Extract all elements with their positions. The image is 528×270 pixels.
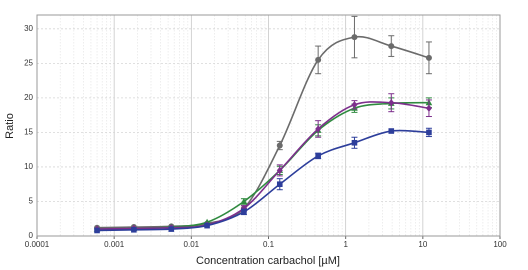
y-tick-label: 0	[29, 231, 34, 240]
point	[276, 166, 283, 174]
point	[276, 142, 283, 149]
plot-frame	[36, 14, 501, 237]
y-axis-label: Ratio	[4, 113, 16, 139]
x-tick-label: 1	[343, 240, 348, 249]
fit-curve	[97, 101, 430, 230]
y-tick-label: 15	[24, 128, 33, 137]
y-tick-label: 25	[24, 58, 33, 67]
y-tick-label: 30	[24, 24, 33, 33]
point	[131, 226, 137, 233]
point	[94, 227, 100, 234]
x-tick-label: 0.001	[104, 240, 125, 249]
point	[351, 139, 358, 146]
x-tick-label: 100	[493, 240, 507, 249]
y-tick-label: 10	[24, 162, 33, 171]
x-tick-label: 0.1	[263, 240, 275, 249]
point	[315, 153, 321, 159]
point	[240, 197, 248, 204]
point	[276, 181, 283, 188]
point	[351, 34, 358, 41]
fit-curve	[97, 35, 430, 229]
point	[168, 226, 175, 232]
x-axis-label: Concentration carbachol [µM]	[196, 255, 340, 267]
x-tick-label: 10	[418, 240, 427, 249]
point	[425, 54, 432, 61]
point	[315, 125, 322, 133]
point	[425, 104, 432, 112]
point	[388, 128, 395, 134]
point	[241, 209, 247, 215]
y-tick-label: 20	[24, 93, 33, 102]
y-tick-label: 5	[29, 197, 34, 206]
point	[388, 99, 395, 107]
fit-curve	[97, 129, 429, 232]
point	[204, 222, 210, 229]
x-tick-label: 0.01	[184, 240, 200, 249]
point	[351, 101, 358, 109]
x-tick-label: 0.0001	[25, 240, 50, 249]
point	[315, 56, 322, 63]
point	[426, 129, 432, 136]
point	[388, 43, 395, 50]
